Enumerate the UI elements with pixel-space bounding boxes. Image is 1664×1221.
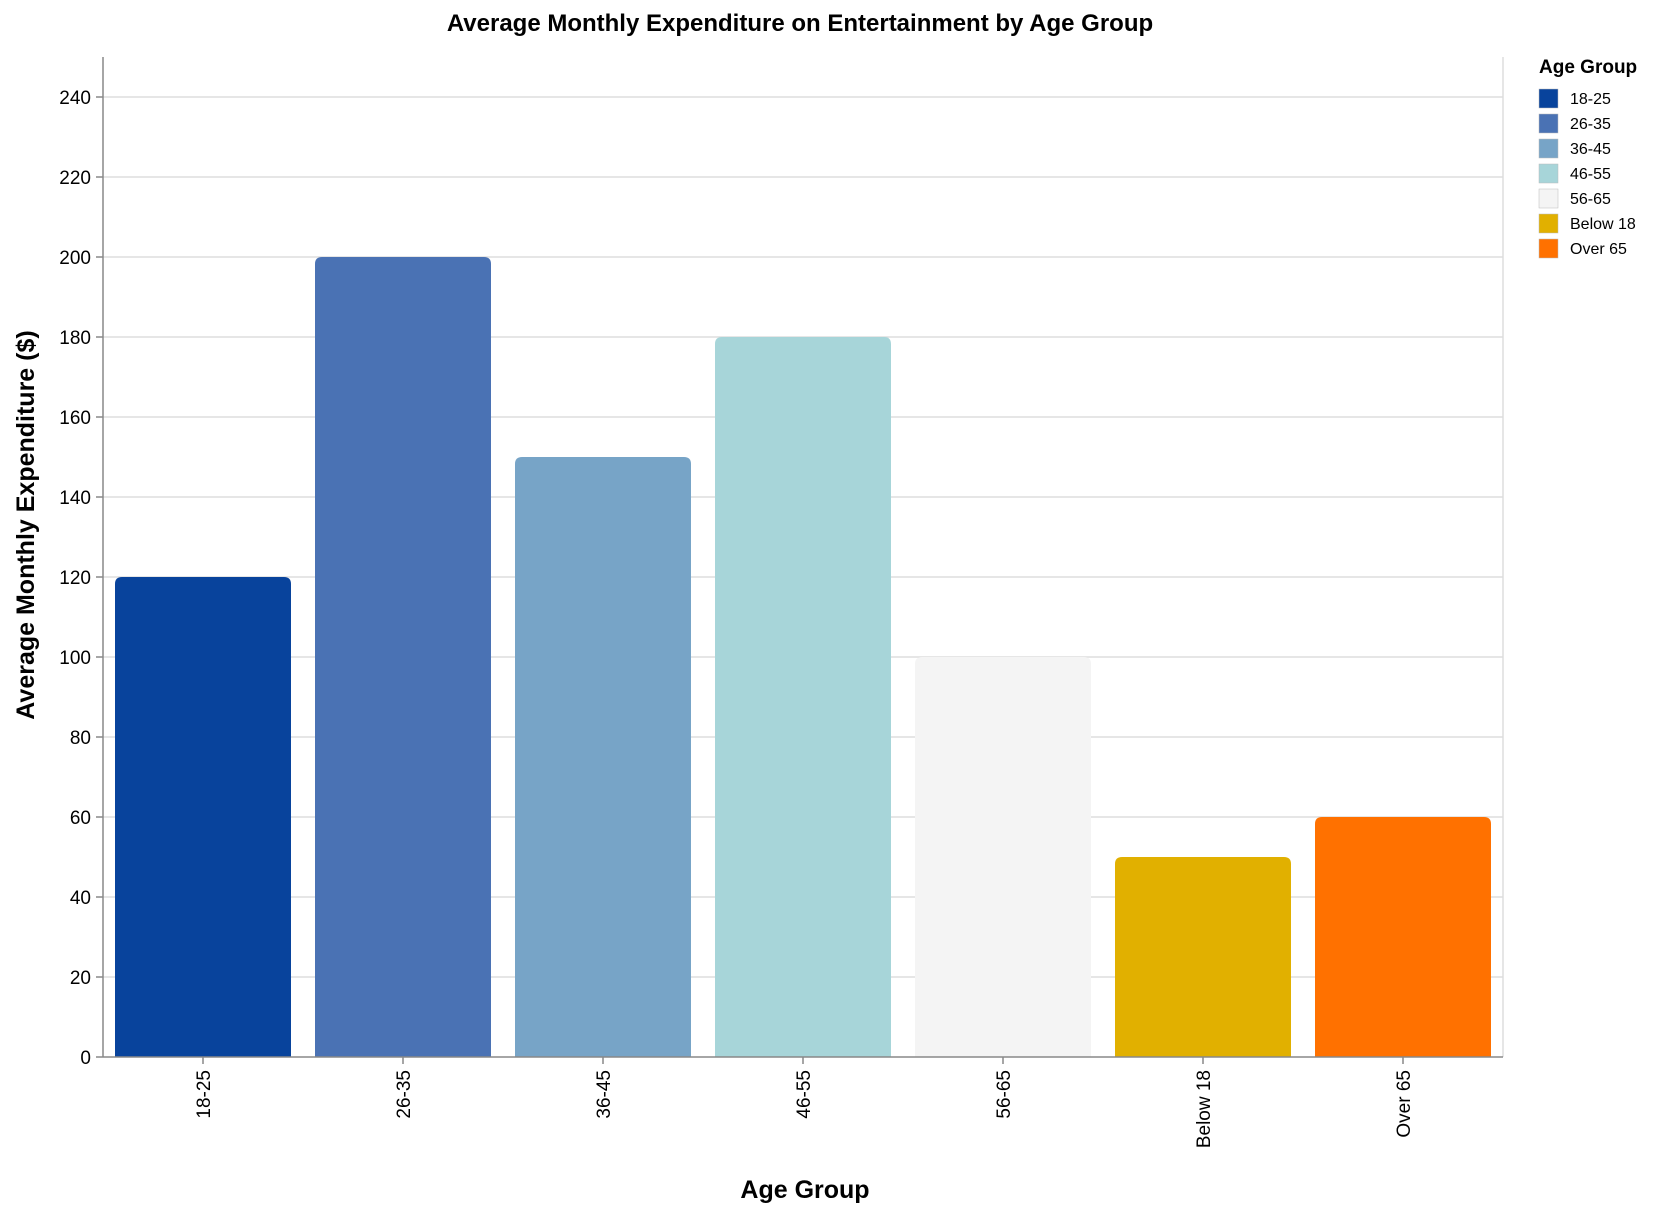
y-tick-label: 60 [70, 808, 91, 829]
bar-18-25 [115, 577, 291, 1057]
legend-swatch [1538, 113, 1559, 134]
chart-title: Average Monthly Expenditure on Entertain… [447, 10, 1153, 37]
bar-26-35 [315, 257, 491, 1057]
x-tick-label: Below 18 [1194, 1070, 1215, 1148]
legend-label: Over 65 [1570, 241, 1627, 258]
y-tick-label: 200 [59, 248, 91, 269]
legend-label: 56-65 [1570, 191, 1611, 208]
legend-swatch [1538, 138, 1559, 159]
legend-label: 36-45 [1570, 141, 1611, 158]
y-tick-label: 160 [59, 408, 91, 429]
x-tick-label: 26-35 [394, 1070, 415, 1119]
y-tick-label: 20 [70, 968, 91, 989]
y-tick-label: 40 [70, 888, 91, 909]
x-tick-label: 18-25 [194, 1070, 215, 1119]
x-tick-label: Over 65 [1394, 1070, 1415, 1138]
legend-label: 26-35 [1570, 116, 1611, 133]
legend-swatch [1538, 213, 1559, 234]
legend-swatch [1538, 88, 1559, 109]
legend-label: 46-55 [1570, 166, 1611, 183]
bar-below-18 [1115, 857, 1291, 1057]
legend-swatch [1538, 188, 1559, 209]
x-tick-label: 46-55 [794, 1070, 815, 1119]
y-tick-label: 100 [59, 648, 91, 669]
y-tick-label: 120 [59, 568, 91, 589]
y-tick-label: 140 [59, 488, 91, 509]
bar-36-45 [515, 457, 691, 1057]
bar-over-65 [1315, 817, 1491, 1057]
legend: Age Group 18-25 26-35 36-45 46-55 56-65 Below… [1538, 57, 1637, 259]
legend-label: Below 18 [1570, 216, 1636, 233]
axes: 0 20 40 60 80 100 120 140 160 180 200 220 240 18-25 26… [59, 57, 1503, 1148]
legend-title: Age Group [1539, 57, 1637, 78]
y-tick-label: 220 [59, 168, 91, 189]
bars [115, 257, 1491, 1057]
legend-swatch [1538, 163, 1559, 184]
x-axis-title: Age Group [740, 1176, 869, 1204]
y-tick-label: 80 [70, 728, 91, 749]
bar-56-65 [915, 657, 1091, 1057]
legend-label: 18-25 [1570, 91, 1611, 108]
y-axis-title: Average Monthly Expenditure ($) [12, 330, 40, 719]
y-tick-label: 0 [80, 1048, 91, 1069]
x-tick-label: 36-45 [594, 1070, 615, 1119]
bar-46-55 [715, 337, 891, 1057]
y-tick-label: 180 [59, 328, 91, 349]
y-tick-label: 240 [59, 88, 91, 109]
x-tick-label: 56-65 [994, 1070, 1015, 1119]
legend-swatch [1538, 238, 1559, 259]
